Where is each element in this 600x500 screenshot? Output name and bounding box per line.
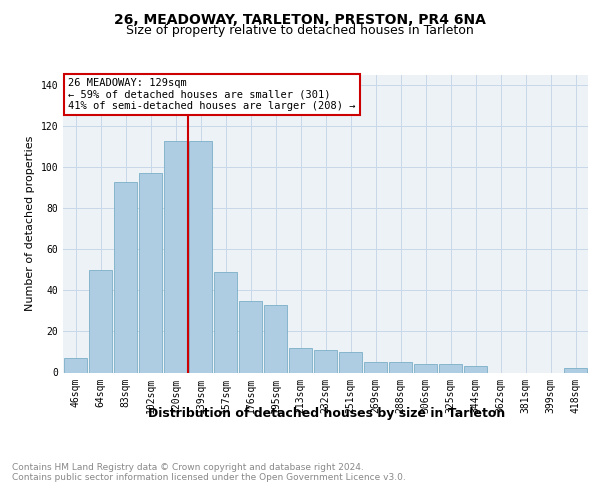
- Bar: [364, 362, 388, 372]
- Bar: [89, 270, 112, 372]
- Bar: [439, 364, 463, 372]
- Bar: [289, 348, 313, 372]
- Bar: [188, 140, 212, 372]
- Bar: [263, 305, 287, 372]
- Text: Distribution of detached houses by size in Tarleton: Distribution of detached houses by size …: [148, 408, 506, 420]
- Bar: [314, 350, 337, 372]
- Bar: [464, 366, 487, 372]
- Bar: [563, 368, 587, 372]
- Bar: [413, 364, 437, 372]
- Bar: [139, 174, 163, 372]
- Bar: [338, 352, 362, 372]
- Text: 26, MEADOWAY, TARLETON, PRESTON, PR4 6NA: 26, MEADOWAY, TARLETON, PRESTON, PR4 6NA: [114, 12, 486, 26]
- Bar: [164, 140, 187, 372]
- Bar: [214, 272, 238, 372]
- Text: Contains HM Land Registry data © Crown copyright and database right 2024.
Contai: Contains HM Land Registry data © Crown c…: [12, 462, 406, 482]
- Bar: [239, 300, 262, 372]
- Bar: [64, 358, 88, 372]
- Bar: [389, 362, 412, 372]
- Text: Size of property relative to detached houses in Tarleton: Size of property relative to detached ho…: [126, 24, 474, 37]
- Y-axis label: Number of detached properties: Number of detached properties: [25, 136, 35, 312]
- Text: 26 MEADOWAY: 129sqm
← 59% of detached houses are smaller (301)
41% of semi-detac: 26 MEADOWAY: 129sqm ← 59% of detached ho…: [68, 78, 356, 111]
- Bar: [113, 182, 137, 372]
